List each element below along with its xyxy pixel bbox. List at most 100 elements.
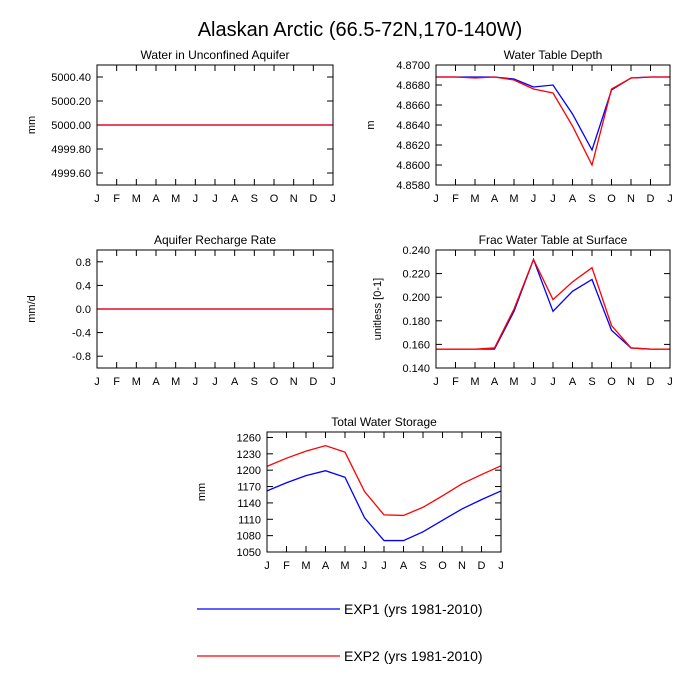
series-line-exp1-yrs-1981-2010: [436, 76, 670, 152]
legend-item-exp2: EXP2 (yrs 1981-2010): [197, 648, 483, 664]
chart-title: Water in Unconfined Aquifer: [141, 48, 290, 62]
x-tick-label: M: [171, 193, 180, 205]
x-tick-label: D: [309, 376, 317, 388]
x-tick-label: J: [550, 193, 556, 205]
plot-frame: [96, 249, 334, 369]
x-tick-label: J: [381, 560, 387, 572]
y-tick-label: 1170: [237, 482, 261, 494]
x-tick-label: J: [94, 376, 100, 388]
x-tick-label: J: [550, 376, 556, 388]
x-tick-label: J: [193, 376, 199, 388]
y-tick-label: 1260: [237, 432, 261, 444]
series-line-exp2-yrs-1981-2010: [266, 444, 502, 517]
y-tick-label: 4999.80: [51, 144, 91, 156]
x-tick-label: A: [231, 376, 239, 388]
x-tick-label: A: [491, 193, 499, 205]
y-tick-label: 1080: [237, 531, 261, 543]
x-tick-label: J: [531, 376, 537, 388]
x-tick-label: F: [113, 193, 120, 205]
y-tick-label: 0.8: [76, 257, 91, 269]
x-tick-label: J: [433, 193, 439, 205]
chart-aquifer-recharge-rate: Aquifer Recharge Rate -0.8 -0.4 0.0 0.4 0.8 J F…: [26, 233, 336, 388]
x-tick-label: J: [433, 376, 439, 388]
x-tick-label: S: [251, 193, 258, 205]
x-tick-label: J: [667, 376, 673, 388]
x-tick-label: M: [470, 376, 479, 388]
legend: EXP1 (yrs 1981-2010) EXP2 (yrs 1981-2010…: [197, 601, 483, 664]
y-axis-label: mm: [196, 483, 208, 501]
y-tick-label: -0.8: [72, 351, 91, 363]
x-tick-label: A: [569, 193, 577, 205]
y-tick-label: 0.4: [76, 280, 91, 292]
y-axis-label: mm: [26, 116, 38, 134]
x-tick-label: J: [193, 193, 199, 205]
x-tick-label: J: [330, 193, 336, 205]
chart-title: Total Water Storage: [331, 415, 437, 429]
x-tick-label: N: [290, 193, 298, 205]
y-tick-label: 4.8640: [396, 120, 430, 132]
y-tick-label: 1200: [237, 465, 261, 477]
x-tick-label: M: [470, 193, 479, 205]
y-tick-label: 0.180: [402, 316, 430, 328]
y-tick-label: 4.8700: [396, 60, 430, 72]
x-tick-label: F: [452, 193, 459, 205]
x-tick-label: D: [647, 193, 655, 205]
legend-item-exp1: EXP1 (yrs 1981-2010): [197, 601, 483, 617]
x-tick-label: S: [588, 376, 595, 388]
y-tick-label: -0.4: [72, 328, 91, 340]
series-line-exp2-yrs-1981-2010: [436, 76, 670, 167]
y-tick-label: 4.8660: [396, 100, 430, 112]
x-tick-label: J: [94, 193, 100, 205]
y-tick-label: 4.8680: [396, 80, 430, 92]
y-tick-label: 4.8580: [396, 180, 430, 192]
y-tick-label: 0.0: [76, 304, 91, 316]
series-line-exp1-yrs-1981-2010: [266, 470, 502, 542]
y-tick-label: 0.140: [402, 363, 430, 375]
x-tick-label: F: [452, 376, 459, 388]
x-tick-label: S: [588, 193, 595, 205]
x-tick-label: M: [132, 193, 141, 205]
x-tick-label: J: [212, 376, 218, 388]
y-tick-label: 4999.60: [51, 168, 91, 180]
legend-label-exp1: EXP1 (yrs 1981-2010): [344, 601, 483, 617]
x-tick-label: M: [340, 560, 349, 572]
plot-frame: [435, 249, 671, 369]
x-tick-label: O: [438, 560, 447, 572]
y-axis-label: m: [365, 120, 377, 129]
x-tick-label: A: [400, 560, 408, 572]
series-line-exp2-yrs-1981-2010: [436, 257, 670, 350]
x-tick-label: A: [322, 560, 330, 572]
y-tick-label: 0.240: [402, 245, 430, 257]
x-tick-label: M: [132, 376, 141, 388]
chart-total-water-storage: Total Water Storage 1050 1080 1110 1140 1170 1…: [196, 415, 504, 572]
x-tick-label: A: [231, 193, 239, 205]
chart-frac-water-table-at-surface: Frac Water Table at Surface 0.140 0.160 0.1…: [372, 233, 673, 388]
x-tick-label: J: [264, 560, 270, 572]
y-tick-label: 1050: [237, 547, 261, 559]
x-tick-label: O: [607, 193, 616, 205]
x-tick-label: M: [509, 376, 518, 388]
x-tick-label: S: [251, 376, 258, 388]
y-tick-label: 0.220: [402, 269, 430, 281]
x-tick-label: M: [509, 193, 518, 205]
chart-title: Aquifer Recharge Rate: [154, 233, 276, 247]
plot-frame: [96, 64, 334, 186]
main-title: Alaskan Arctic (66.5-72N,170-140W): [198, 19, 523, 41]
chart-water-in-unconfined-aquifer: Water in Unconfined Aquifer 4999.60 4999.8…: [26, 48, 336, 205]
chart-title: Frac Water Table at Surface: [479, 233, 628, 247]
y-tick-label: 0.160: [402, 339, 430, 351]
y-tick-label: 5000.00: [51, 120, 91, 132]
y-tick-label: 5000.20: [51, 96, 91, 108]
x-tick-label: O: [270, 376, 279, 388]
y-axis-label: unitless [0-1]: [372, 278, 384, 340]
plot-frame: [266, 431, 502, 553]
plot-frame: [435, 64, 671, 186]
x-tick-label: O: [607, 376, 616, 388]
chart-water-table-depth: Water Table Depth 4.8580 4.8600 4.8620 4.864…: [365, 48, 673, 205]
x-tick-label: S: [419, 560, 426, 572]
chart-panels: Water in Unconfined Aquifer 4999.60 4999.8…: [26, 48, 673, 572]
x-tick-label: J: [667, 193, 673, 205]
x-tick-label: A: [569, 376, 577, 388]
y-tick-label: 0.200: [402, 292, 430, 304]
x-tick-label: O: [270, 193, 279, 205]
